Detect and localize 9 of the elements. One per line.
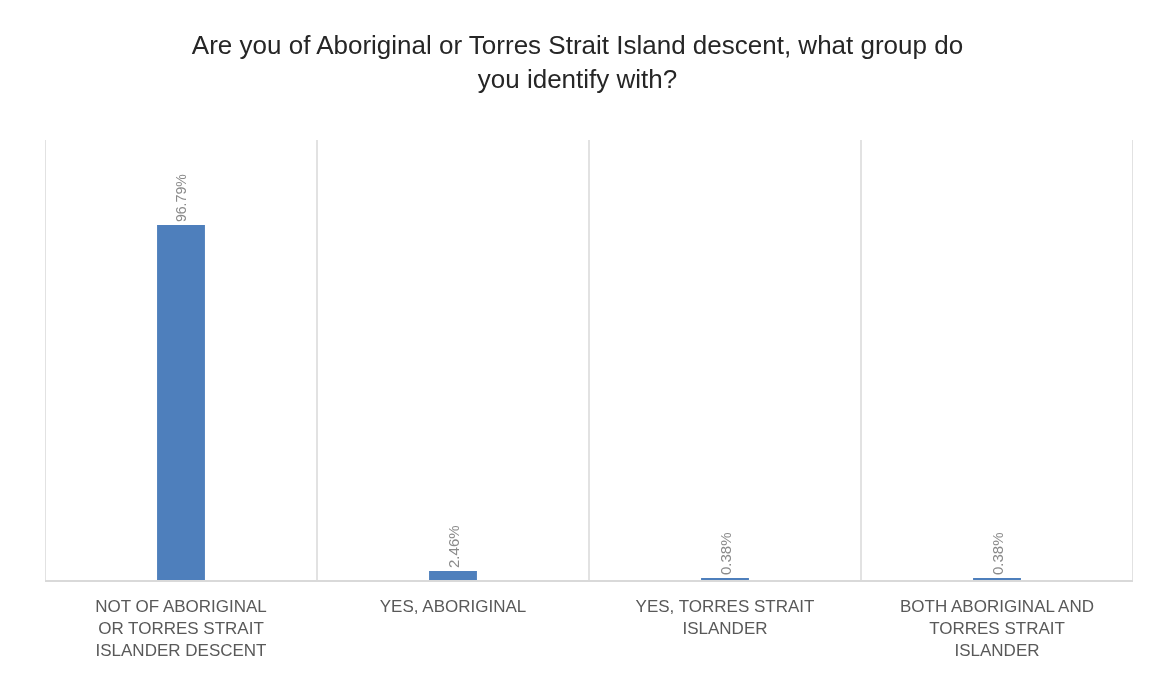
x-tick-label: YES, TORRES STRAIT ISLANDER	[635, 597, 815, 639]
x-tick-label: BOTH ABORIGINAL AND TORRES STRAIT ISLANDER	[900, 597, 1094, 661]
x-tick-label: NOT OF ABORIGINAL OR TORRES STRAIT ISLANDER DESCENT	[95, 597, 267, 661]
chart-title: Are you of Aboriginal or Torres Strait Island descent, what group do you identify with?	[191, 30, 964, 94]
data-label: 0.38%	[988, 532, 1006, 575]
data-label: 96.79%	[173, 173, 190, 223]
data-label: 0.38%	[716, 532, 734, 575]
data-label: 2.46%	[444, 525, 462, 568]
x-tick-label: YES, ABORIGINAL	[379, 597, 527, 617]
